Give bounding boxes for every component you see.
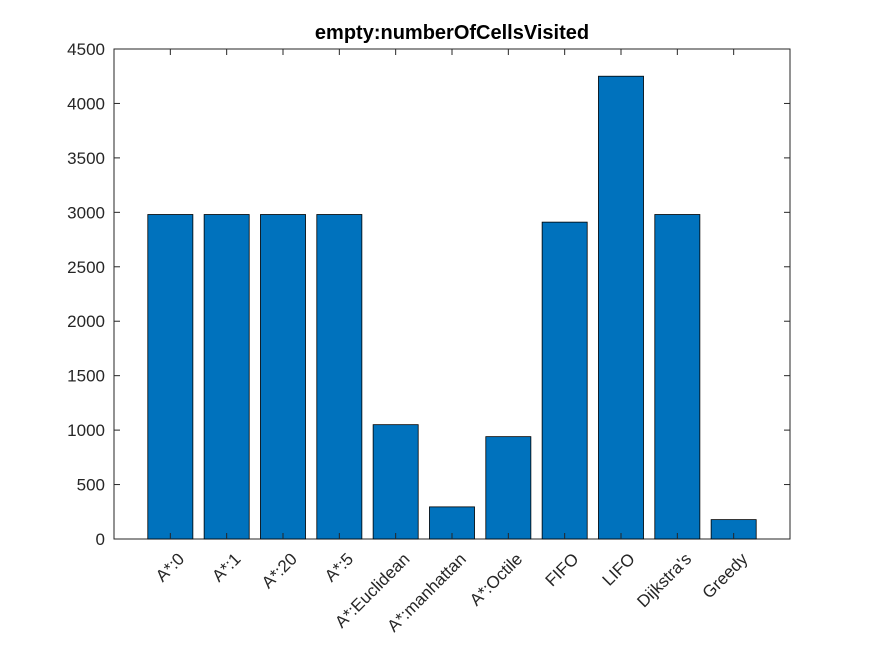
y-tick-label: 1000: [67, 421, 105, 440]
bar-9: [598, 75, 644, 540]
y-tick-label: 3500: [67, 149, 105, 168]
plot-area: 0 500 1000 1500 2000 2500 3000 3500 4000 4500 A*:0…: [67, 40, 791, 636]
x-tick-label: A*:20: [258, 549, 301, 592]
bar-2: [203, 214, 250, 540]
x-tick-label: FIFO: [542, 549, 583, 590]
x-tick-label: A*:0: [152, 549, 188, 585]
x-tick-label: Greedy: [699, 549, 752, 602]
y-tick-label: 1500: [67, 367, 105, 386]
y-tick-label: 3000: [67, 203, 105, 222]
x-tick-label: A*:1: [208, 549, 244, 585]
x-tick-label: LIFO: [599, 549, 639, 589]
y-tick-label: 500: [77, 476, 105, 495]
bar-7: [485, 436, 532, 540]
bar-5: [372, 424, 419, 540]
x-tick-label: A*:Octile: [466, 549, 526, 609]
y-tick-label: 2500: [67, 258, 105, 277]
bar-8: [541, 221, 588, 540]
y-tick-label: 0: [96, 530, 105, 549]
x-tick-label: A*:5: [321, 549, 357, 585]
y-tick-label: 2000: [67, 312, 105, 331]
y-tick-label: 4500: [67, 40, 105, 59]
bar-4: [316, 214, 363, 540]
x-tick-label: Dijkstra's: [633, 549, 695, 611]
chart-title: empty:numberOfCellsVisited: [315, 22, 589, 44]
bar-3: [260, 214, 306, 540]
bar-10: [654, 214, 701, 540]
bar-1: [147, 214, 194, 540]
y-tick-label: 4000: [67, 94, 105, 113]
